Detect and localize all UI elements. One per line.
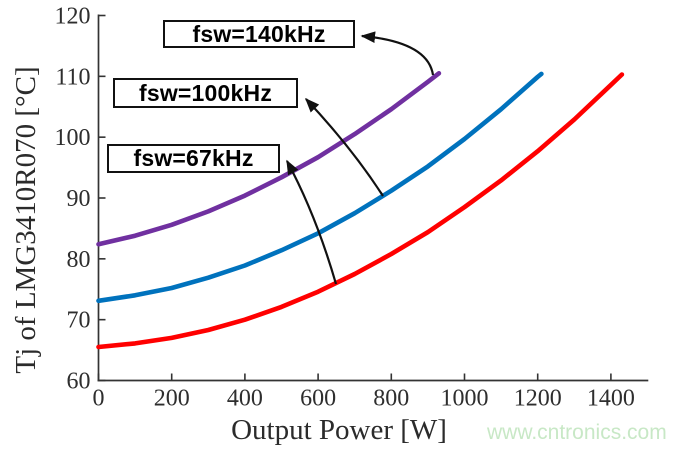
y-axis-label: Tj of LMG3410R070 [°C] [10, 66, 42, 374]
annotation-arrow [360, 31, 435, 76]
series-lines [96, 71, 625, 350]
series-line-fsw-100khz [96, 71, 544, 304]
annotation-arrow [286, 159, 338, 285]
annotation-arrows [286, 31, 435, 285]
annotation-box-fsw-67khz: fsw=67kHz [107, 144, 280, 173]
x-tick-label: 1000 [441, 386, 489, 412]
y-tick-label: 60 [67, 369, 91, 395]
annotation-arrow [305, 97, 384, 197]
x-tick-label: 1400 [587, 386, 635, 412]
x-tick-label: 600 [300, 386, 336, 412]
y-tick-label: 70 [67, 308, 91, 334]
x-tick-label: 400 [227, 386, 263, 412]
axes: 0 200 400 600 800 1000 1200 1400 60 70 80 90 100 110 1… [55, 4, 649, 412]
x-axis-label: Output Power [W] [231, 414, 447, 446]
x-tick-label: 800 [373, 386, 409, 412]
y-tick-label: 110 [55, 64, 90, 90]
annotation-box-fsw-100khz: fsw=100kHz [113, 78, 298, 108]
y-tick-label: 90 [67, 186, 91, 212]
y-tick-label: 80 [67, 247, 91, 273]
x-tick-label: 0 [93, 386, 105, 412]
series-line-fsw-67khz [96, 72, 625, 350]
annotation-box-fsw-140khz: fsw=140kHz [163, 20, 355, 48]
y-tick-label: 100 [55, 125, 91, 151]
x-tick-label: 200 [154, 386, 190, 412]
y-tick-label: 120 [55, 4, 91, 30]
watermark-text: www.cntronics.com [487, 421, 667, 444]
series-line-fsw-140khz [96, 71, 442, 247]
x-tick-label: 1200 [514, 386, 562, 412]
